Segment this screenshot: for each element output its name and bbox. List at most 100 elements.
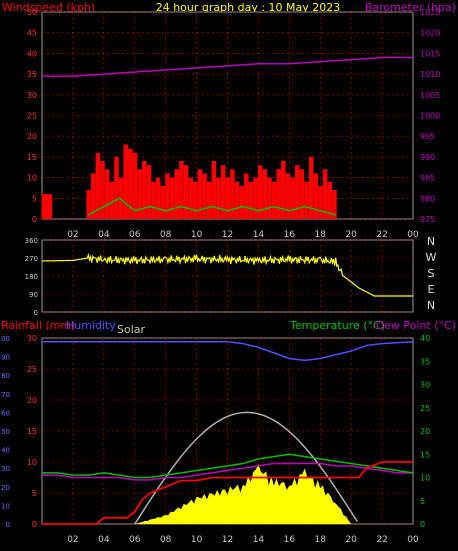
rainfall-tick-label: 5 (32, 489, 37, 498)
windspeed-bar (44, 194, 50, 219)
temperature-tick-label: 35 (420, 357, 430, 366)
windspeed-bar (193, 181, 198, 219)
humidity-tick-label: 10 (1, 502, 10, 510)
windspeed-bar (104, 169, 110, 219)
windspeed-tick-label: 50 (27, 8, 37, 17)
windspeed-tick-label: 30 (27, 91, 37, 100)
barometer-tick-label: 975 (420, 215, 435, 224)
windspeed-bar (267, 177, 272, 219)
compass-label: E (428, 283, 435, 296)
rainfall-tick-label: 25 (27, 365, 37, 374)
windspeed-bar (100, 161, 105, 219)
direction-tick-label: 0 (34, 309, 38, 317)
x-tick-label: 20 (345, 535, 357, 545)
barometer-tick-label: 1015 (420, 49, 440, 58)
dewpoint-axis-title: Dew Point (°C) (376, 319, 456, 332)
barometer-line (42, 56, 413, 77)
barometer-tick-label: 980 (420, 194, 435, 203)
windspeed-bar (132, 152, 138, 219)
windspeed-bar (281, 161, 286, 219)
temperature-tick-label: 10 (420, 474, 430, 483)
x-tick-label: 14 (253, 535, 265, 545)
humidity-tick-label: 0 (6, 521, 10, 529)
humidity-tick-label: 80 (1, 372, 10, 380)
temperature-axis-title: Temperature (°C) (289, 319, 385, 332)
windspeed-tick-label: 45 (27, 29, 37, 38)
windspeed-bar (318, 185, 323, 219)
x-tick-label: 12 (222, 535, 233, 545)
barometer-tick-label: 1010 (420, 70, 440, 79)
x-tick-label: 16 (284, 535, 296, 545)
compass-label: W (426, 251, 437, 264)
windspeed-tick-label: 40 (27, 49, 37, 58)
x-tick-label: 00 (407, 535, 419, 545)
chart-title: 24 hour graph day : 10 May 2023 (156, 1, 341, 14)
direction-tick-label: 180 (25, 273, 38, 281)
x-tick-label: 02 (67, 230, 78, 240)
rainfall-tick-label: 30 (27, 334, 37, 343)
barometer-tick-label: 1000 (420, 112, 440, 121)
windspeed-bar (155, 177, 161, 219)
windspeed-tick-label: 10 (27, 174, 37, 183)
windspeed-bar (244, 173, 249, 219)
windspeed-bar (179, 161, 184, 219)
rainfall-tick-label: 0 (32, 520, 37, 529)
rainfall-tick-label: 20 (27, 396, 37, 405)
rainfall-tick-label: 15 (27, 427, 37, 436)
barometer-tick-label: 1005 (420, 91, 440, 100)
x-tick-label: 18 (315, 535, 327, 545)
temperature-tick-label: 20 (420, 427, 430, 436)
x-tick-label: 06 (129, 535, 141, 545)
windspeed-bar (225, 177, 230, 219)
x-tick-label: 00 (407, 230, 419, 240)
windspeed-bar (114, 156, 119, 219)
direction-tick-label: 90 (29, 291, 38, 299)
humidity-tick-label: 100 (0, 335, 10, 343)
windspeed-bar (86, 190, 91, 219)
x-tick-label: 22 (376, 230, 387, 240)
barometer-tick-label: 1025 (420, 8, 440, 17)
windspeed-bar (271, 181, 277, 219)
temperature-tick-label: 30 (420, 381, 430, 390)
rainfall-tick-label: 10 (27, 458, 37, 467)
solar-label: Solar (117, 323, 146, 336)
windspeed-bar (234, 181, 240, 219)
windspeed-tick-label: 15 (27, 153, 37, 162)
humidity-tick-label: 40 (1, 447, 10, 455)
barometer-axis-title: Barometer (hpa) (365, 1, 456, 14)
temperature-tick-label: 40 (420, 334, 430, 343)
windspeed-bar (211, 161, 217, 219)
windspeed-bar (188, 177, 193, 219)
windspeed-bar (95, 152, 101, 219)
windspeed-tick-label: 25 (27, 112, 37, 121)
windspeed-bar (41, 194, 47, 219)
windspeed-bar (248, 181, 254, 219)
windspeed-bar (304, 181, 309, 219)
x-tick-label: 16 (284, 230, 296, 240)
humidity-tick-label: 20 (1, 484, 10, 492)
windspeed-bar (253, 177, 258, 219)
windspeed-axis-title: Windspeed (kph) (2, 1, 95, 14)
compass-label: N (427, 299, 435, 312)
windspeed-bar (160, 185, 166, 219)
wind-direction-line (41, 252, 413, 297)
humidity-tick-label: 60 (1, 409, 10, 417)
windspeed-bar (137, 169, 142, 219)
windspeed-tick-label: 20 (27, 132, 37, 141)
humidity-tick-label: 90 (1, 354, 10, 362)
windspeed-tick-label: 35 (27, 70, 37, 79)
windspeed-bar (142, 161, 147, 219)
direction-tick-label: 360 (25, 237, 38, 245)
x-tick-label: 08 (160, 535, 172, 545)
compass-label: S (428, 267, 435, 280)
humidity-tick-label: 70 (1, 391, 10, 399)
humidity-line (42, 340, 414, 362)
windspeed-tick-label: 5 (32, 194, 37, 203)
gust-line (88, 197, 336, 216)
windspeed-bar (285, 173, 291, 219)
windspeed-bar (183, 165, 189, 219)
windspeed-bar (327, 181, 333, 219)
direction-tick-label: 270 (25, 255, 38, 263)
windspeed-bar (206, 181, 212, 219)
